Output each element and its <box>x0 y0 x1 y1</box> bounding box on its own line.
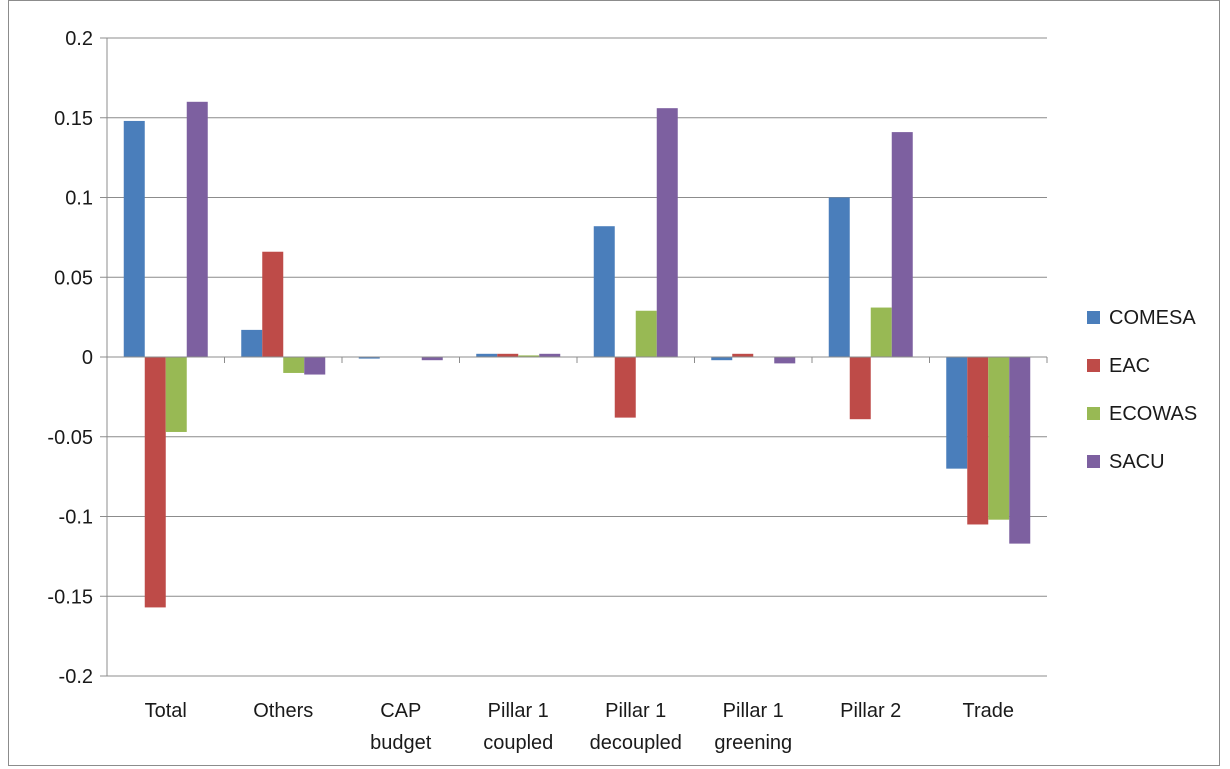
legend-label-comesa: COMESA <box>1109 307 1196 329</box>
bar-ecowas-1 <box>283 357 305 373</box>
legend-label-eac: EAC <box>1109 355 1150 377</box>
bar-ecowas-6 <box>870 307 892 357</box>
category-label: Pillar 1 greening <box>714 700 792 754</box>
bars <box>123 101 1031 608</box>
bar-eac-7 <box>967 357 989 525</box>
bar-comesa-1 <box>241 329 263 357</box>
bar-comesa-2 <box>358 357 380 359</box>
bar-comesa-0 <box>123 120 145 357</box>
bar-eac-4 <box>614 357 636 418</box>
bar-sacu-3 <box>539 353 561 357</box>
y-tick-label: -0.2 <box>59 666 93 688</box>
bar-sacu-6 <box>891 132 913 357</box>
legend-swatch-eac <box>1087 359 1100 372</box>
bar-eac-5 <box>732 353 754 357</box>
category-label: Total <box>145 700 187 722</box>
legend-swatch-sacu <box>1087 455 1100 468</box>
category-label: Pillar 1 decoupled <box>590 700 682 754</box>
bar-chart: 0.2 0.15 0.1 0.05 0 -0.05 -0.1 -0.15 -0.2 Total O… <box>47 28 1197 754</box>
bar-sacu-1 <box>304 357 326 375</box>
category-label: Pillar 2 <box>840 700 901 722</box>
bar-comesa-5 <box>711 357 733 361</box>
x-axis-category-labels: Total Others CAP budget Pillar 1 coupled Pilla… <box>145 700 1014 754</box>
bar-comesa-4 <box>593 226 615 357</box>
y-tick-label: 0 <box>82 347 93 369</box>
bar-ecowas-3 <box>518 355 540 357</box>
axes <box>106 38 1048 676</box>
legend-label-sacu: SACU <box>1109 451 1165 473</box>
y-tick-label: 0.05 <box>54 267 93 289</box>
bar-eac-0 <box>144 357 166 608</box>
bar-sacu-2 <box>421 357 443 361</box>
bar-comesa-7 <box>946 357 968 469</box>
bar-comesa-3 <box>476 353 498 357</box>
y-tick-label: -0.15 <box>47 586 93 608</box>
y-tick-label: 0.2 <box>65 28 93 50</box>
y-axis-tick-labels: 0.2 0.15 0.1 0.05 0 -0.05 -0.1 -0.15 -0.2 <box>47 28 93 688</box>
y-tick-label: -0.05 <box>47 427 93 449</box>
category-label: Trade <box>962 700 1014 722</box>
bar-sacu-7 <box>1009 357 1031 544</box>
legend-label-ecowas: ECOWAS <box>1109 403 1197 425</box>
bar-eac-3 <box>497 353 519 357</box>
bar-ecowas-7 <box>988 357 1010 520</box>
category-label: CAP budget <box>370 700 432 754</box>
y-tick-label: 0.15 <box>54 108 93 130</box>
bar-eac-6 <box>849 357 871 420</box>
bar-eac-1 <box>262 251 284 357</box>
bar-ecowas-0 <box>165 357 187 432</box>
bar-comesa-6 <box>828 197 850 357</box>
legend-swatch-ecowas <box>1087 407 1100 420</box>
bar-sacu-0 <box>186 101 208 357</box>
bar-sacu-5 <box>774 357 796 364</box>
legend: COMESA EAC ECOWAS SACU <box>1087 307 1197 473</box>
y-tick-label: -0.1 <box>59 507 93 529</box>
chart-frame: 0.2 0.15 0.1 0.05 0 -0.05 -0.1 -0.15 -0.2 Total O… <box>8 0 1220 766</box>
category-label: Others <box>253 700 313 722</box>
legend-swatch-comesa <box>1087 311 1100 324</box>
bar-sacu-4 <box>656 108 678 358</box>
bar-ecowas-4 <box>635 310 657 357</box>
y-tick-label: 0.1 <box>65 188 93 210</box>
category-label: Pillar 1 coupled <box>483 700 553 754</box>
